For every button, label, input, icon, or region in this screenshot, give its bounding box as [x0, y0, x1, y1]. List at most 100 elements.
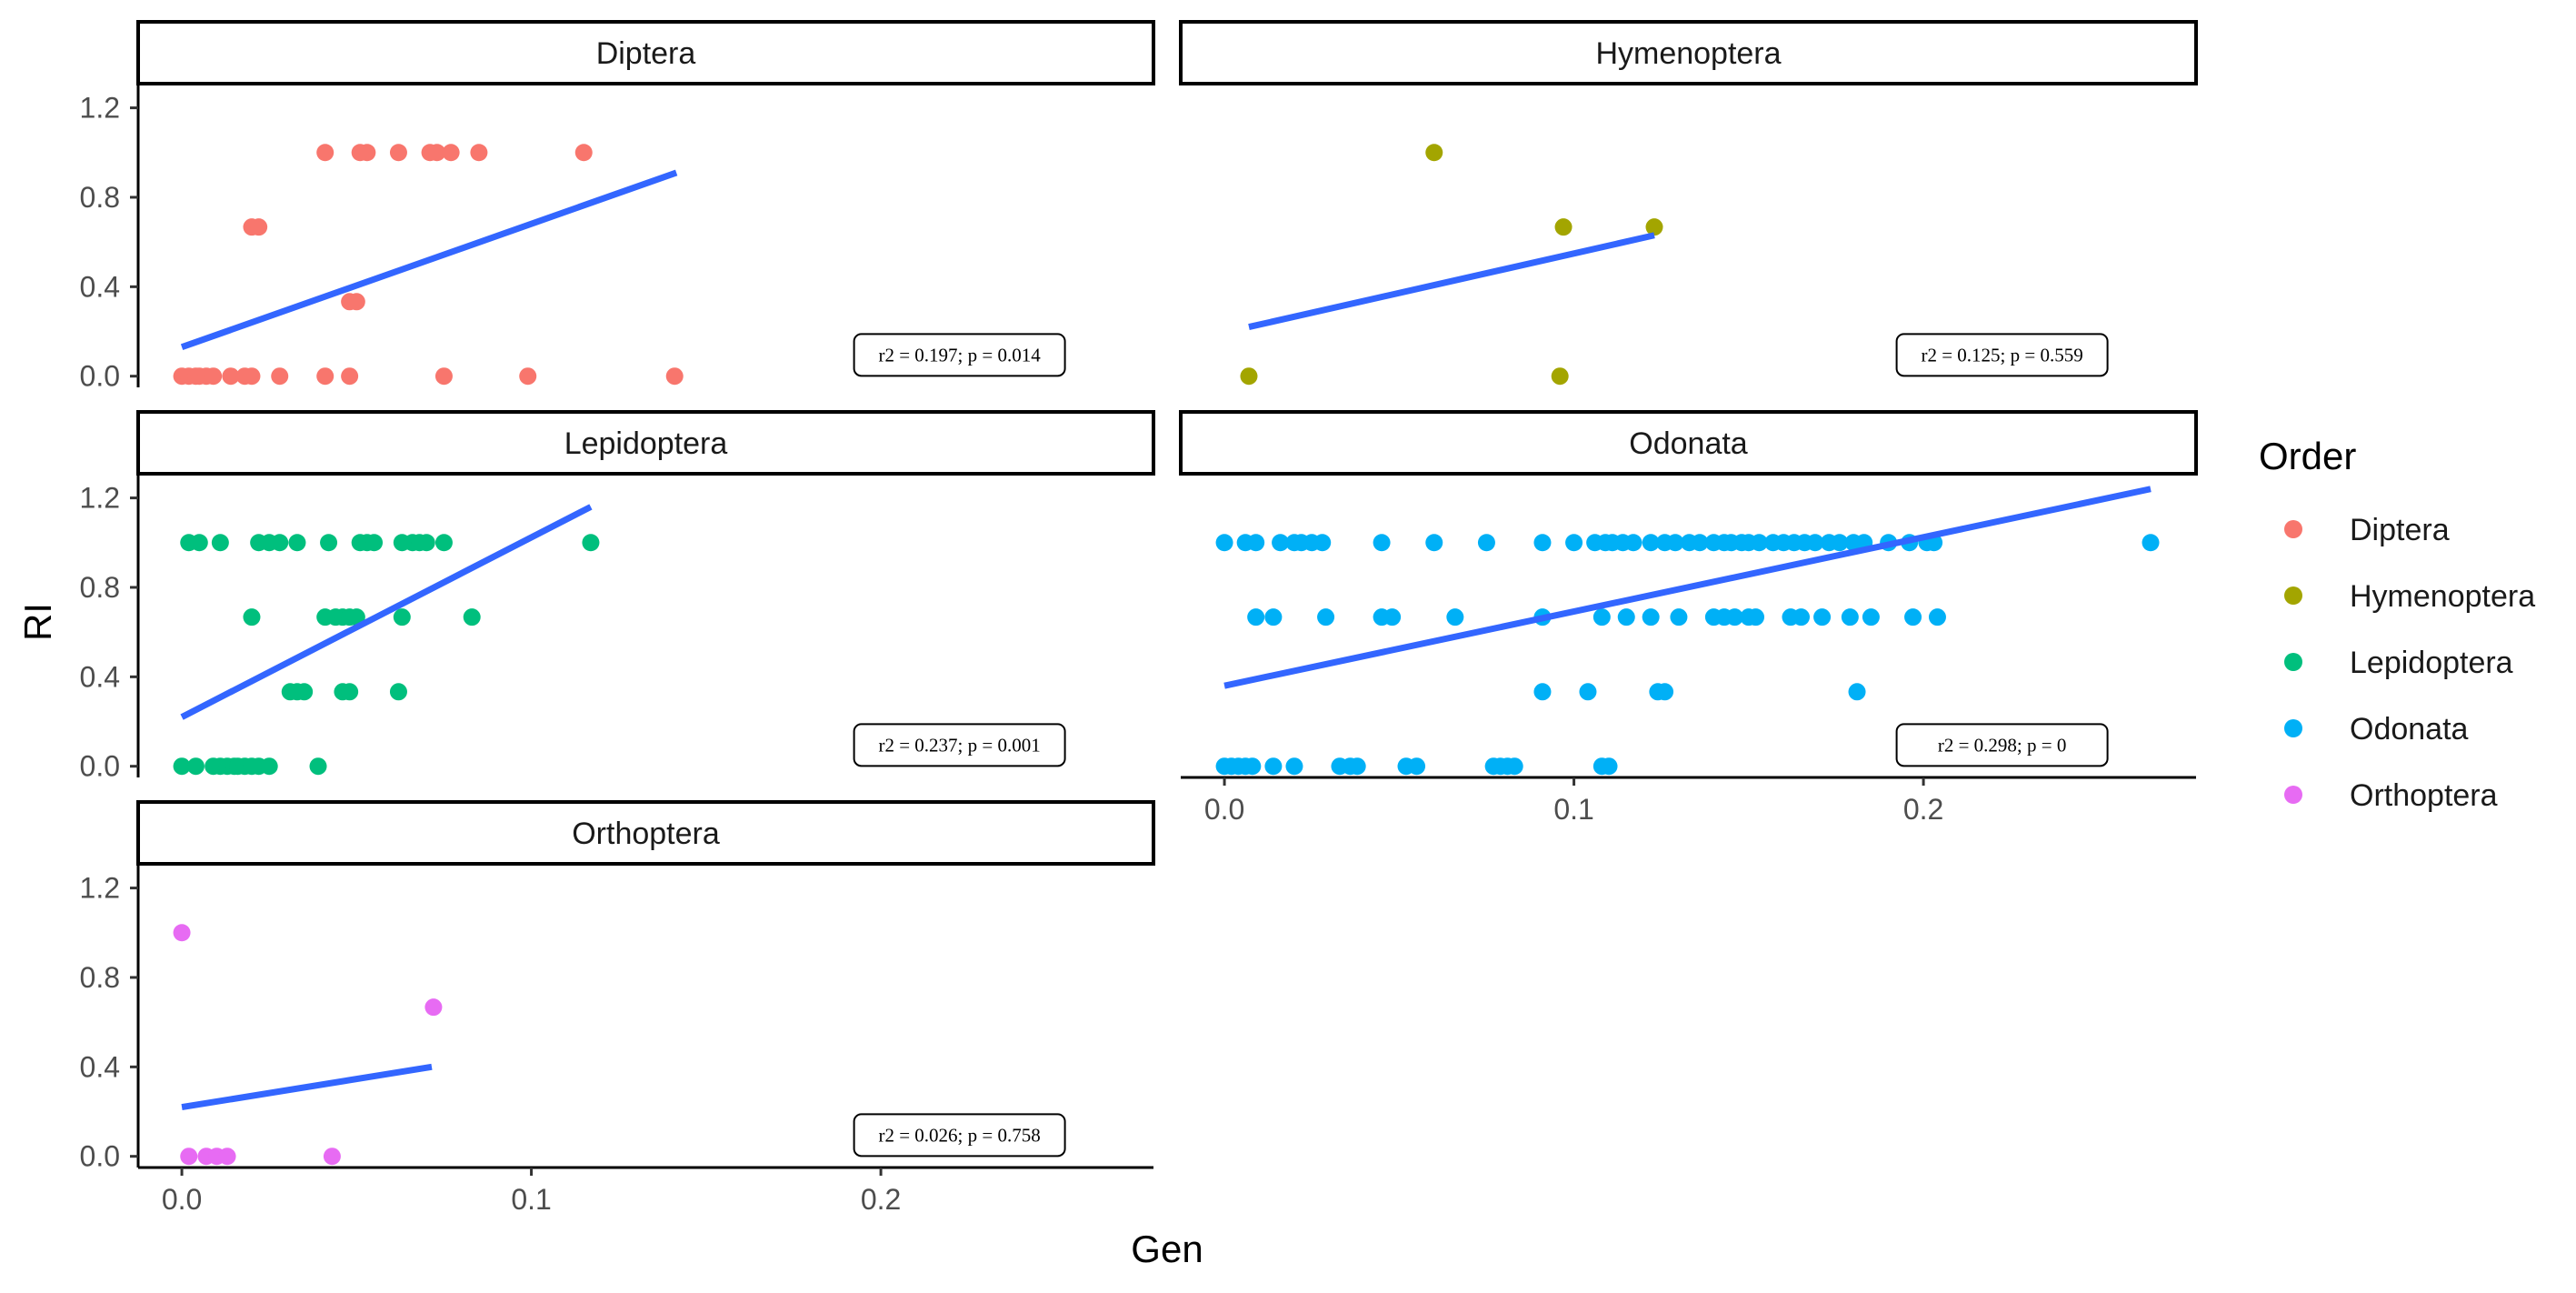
x-axis-title: Gen [1131, 1228, 1203, 1270]
strip-diptera [136, 20, 1155, 85]
trend-line-lepidoptera [180, 504, 593, 720]
x-tick-label-orthoptera-1: 0.1 [511, 1183, 551, 1216]
point-odonata-54 [1373, 534, 1391, 552]
annotation-box-diptera [853, 333, 1066, 377]
x-tick-label-odonata-1: 0.1 [1553, 793, 1593, 826]
y-tick-label-lepidoptera-1: 0.4 [80, 660, 120, 693]
point-hymenoptera-4 [1425, 144, 1443, 162]
point-diptera-24 [428, 144, 446, 162]
point-diptera-6 [222, 367, 240, 386]
point-odonata-63 [1624, 534, 1642, 552]
point-odonata-42 [1841, 608, 1859, 626]
point-odonata-17 [1600, 757, 1618, 776]
strip-lepidoptera [136, 410, 1155, 476]
point-lepidoptera-42 [582, 534, 600, 552]
facet-panels: Diptera 0.0 0.4 0.8 1.2 r2 = 0.197; p = 0.014… [80, 20, 2198, 1216]
point-odonata-31 [1617, 608, 1635, 626]
point-odonata-18 [1533, 683, 1552, 701]
legend: Order Diptera Hymenoptera Lepidoptera Odona… [2259, 435, 2535, 813]
point-diptera-21 [358, 144, 376, 162]
y-tick-label-diptera-1: 0.4 [80, 270, 120, 303]
point-diptera-11 [341, 367, 359, 386]
point-lepidoptera-31 [271, 534, 289, 552]
point-hymenoptera-2 [1554, 218, 1573, 236]
legend-label-odonata: Odonata [2350, 712, 2469, 747]
strip-label-diptera: Diptera [596, 36, 696, 71]
point-lepidoptera-1 [186, 757, 205, 776]
point-lepidoptera-10 [260, 757, 278, 776]
point-lepidoptera-12 [243, 608, 261, 626]
point-odonata-27 [1383, 608, 1402, 626]
strip-odonata [1179, 410, 2198, 476]
point-odonata-5 [1264, 757, 1283, 776]
point-lepidoptera-32 [288, 534, 306, 552]
point-odonata-55 [1425, 534, 1443, 552]
point-odonata-44 [1904, 608, 1922, 626]
y-tick-label-lepidoptera-2: 0.8 [80, 571, 120, 604]
point-odonata-81 [1831, 534, 1849, 552]
point-lepidoptera-24 [341, 683, 359, 701]
legend-key-lepidoptera [2284, 653, 2302, 671]
point-diptera-14 [665, 367, 684, 386]
point-odonata-46 [1215, 534, 1233, 552]
point-diptera-5 [205, 367, 223, 386]
point-odonata-38 [1747, 608, 1765, 626]
point-odonata-11 [1408, 757, 1426, 776]
point-diptera-10 [316, 367, 334, 386]
point-odonata-30 [1593, 608, 1611, 626]
strip-hymenoptera [1179, 20, 2198, 85]
x-tick-label-odonata-0: 0.0 [1204, 793, 1244, 826]
y-axis-title: RI [16, 603, 59, 641]
point-lepidoptera-41 [434, 534, 453, 552]
strip-label-orthoptera: Orthoptera [572, 817, 720, 851]
legend-key-diptera [2284, 520, 2302, 538]
point-odonata-6 [1285, 757, 1303, 776]
point-odonata-48 [1247, 534, 1265, 552]
point-odonata-25 [1317, 608, 1335, 626]
point-lepidoptera-33 [320, 534, 338, 552]
point-lepidoptera-11 [309, 757, 327, 776]
point-orthoptera-4 [323, 1148, 341, 1166]
trend-line-orthoptera [181, 1063, 433, 1111]
annotation-box-hymenoptera [1895, 333, 2109, 377]
point-lepidoptera-17 [347, 608, 365, 626]
point-orthoptera-0 [180, 1148, 198, 1166]
strip-label-lepidoptera: Lepidoptera [564, 426, 728, 461]
annotation-orthoptera: r2 = 0.026; p = 0.758 [878, 1124, 1040, 1146]
point-odonata-36 [1725, 608, 1743, 626]
point-odonata-41 [1813, 608, 1832, 626]
point-hymenoptera-0 [1240, 367, 1258, 386]
point-odonata-21 [1656, 683, 1674, 701]
annotation-box-lepidoptera [853, 723, 1066, 767]
point-odonata-33 [1670, 608, 1688, 626]
annotation-diptera: r2 = 0.197; p = 0.014 [878, 344, 1041, 366]
point-hymenoptera-3 [1645, 218, 1663, 236]
point-lepidoptera-0 [173, 757, 191, 776]
panel-orthoptera: Orthoptera 0.0 0.4 0.8 1.2 0.0 0.1 0.2 r2 = 0.02… [80, 800, 1155, 1216]
annotation-hymenoptera: r2 = 0.125; p = 0.559 [1921, 344, 2082, 366]
point-diptera-25 [442, 144, 460, 162]
legend-key-hymenoptera [2284, 586, 2302, 605]
point-odonata-43 [1862, 608, 1880, 626]
y-tick-label-lepidoptera-3: 1.2 [80, 482, 120, 515]
y-tick-label-diptera-2: 0.8 [80, 181, 120, 214]
y-tick-label-orthoptera-3: 1.2 [80, 872, 120, 905]
annotation-box-odonata [1895, 723, 2109, 767]
point-lepidoptera-18 [393, 608, 411, 626]
legend-key-orthoptera [2284, 786, 2302, 804]
y-tick-label-diptera-0: 0.0 [80, 360, 120, 393]
legend-label-diptera: Diptera [2350, 513, 2450, 547]
y-tick-label-diptera-3: 1.2 [80, 92, 120, 125]
point-odonata-19 [1579, 683, 1597, 701]
point-diptera-8 [243, 367, 261, 386]
legend-label-orthoptera: Orthoptera [2350, 778, 2498, 813]
point-odonata-79 [1806, 534, 1824, 552]
point-diptera-13 [519, 367, 537, 386]
point-odonata-53 [1313, 534, 1332, 552]
point-odonata-15 [1505, 757, 1523, 776]
point-odonata-32 [1642, 608, 1660, 626]
legend-title: Order [2259, 435, 2356, 477]
